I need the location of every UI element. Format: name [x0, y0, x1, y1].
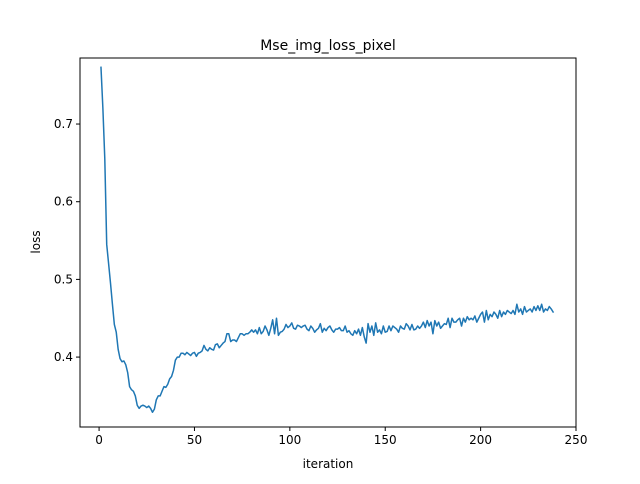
y-tick-label: 0.6 — [54, 195, 73, 209]
x-tick-label: 50 — [187, 433, 202, 447]
series-line — [100, 66, 555, 413]
x-tick-label: 0 — [95, 433, 103, 447]
y-axis-label: loss — [29, 230, 43, 253]
x-tick-label: 150 — [374, 433, 397, 447]
y-axis-ticks: 0.4 0.5 0.6 0.7 — [54, 117, 80, 364]
y-tick-label: 0.4 — [54, 350, 73, 364]
plot-frame — [79, 57, 577, 428]
x-tick-label: 250 — [565, 433, 588, 447]
x-axis-ticks: 0 50 100 150 200 250 — [95, 427, 587, 447]
x-tick-label: 200 — [469, 433, 492, 447]
x-tick-label: 100 — [278, 433, 301, 447]
plot-area — [80, 58, 576, 427]
y-tick-label: 0.7 — [54, 117, 73, 131]
y-tick-label: 0.5 — [54, 272, 73, 286]
series-layer — [100, 66, 555, 413]
chart-title: Mse_img_loss_pixel — [260, 38, 396, 54]
x-axis-label: iteration — [303, 457, 354, 471]
